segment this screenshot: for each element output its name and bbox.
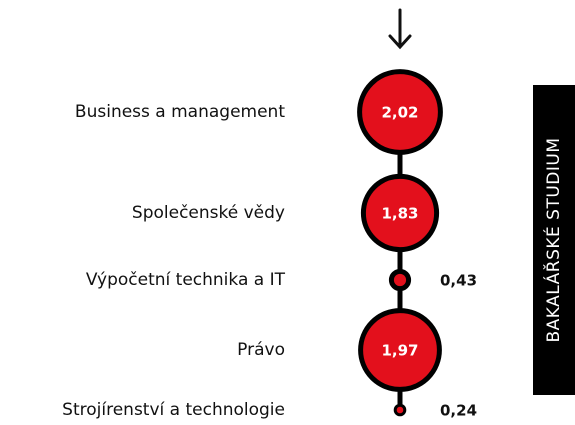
value-label: 1,83 — [381, 205, 418, 223]
side-bar — [533, 85, 575, 395]
bubble — [393, 403, 407, 417]
value-label: 0,43 — [440, 272, 477, 290]
value-label: 1,97 — [381, 342, 418, 360]
category-label: Strojírenství a technologie — [62, 400, 285, 420]
value-label: 0,24 — [440, 402, 477, 420]
value-label: 2,02 — [381, 104, 418, 122]
category-label: Business a management — [75, 102, 285, 122]
category-label: Společenské vědy — [132, 203, 285, 223]
bubble — [388, 268, 412, 292]
category-label: Právo — [237, 340, 285, 360]
side-label: BAKALÁŘSKÉ STUDIUM — [542, 138, 564, 343]
arrow — [388, 8, 412, 50]
bubble — [360, 173, 440, 253]
bubble — [357, 69, 443, 155]
bubble — [358, 308, 442, 392]
category-label: Výpočetní technika a IT — [86, 270, 286, 290]
